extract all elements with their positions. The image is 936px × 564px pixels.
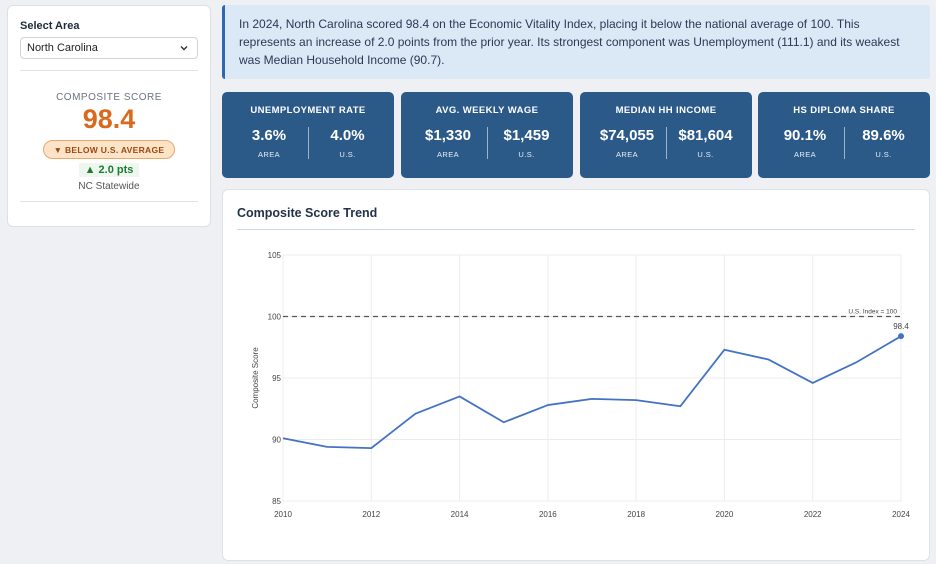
- chevron-down-icon: [180, 46, 188, 51]
- kpi-us-label: U.S.: [875, 150, 892, 159]
- x-tick-label: 2014: [451, 510, 469, 519]
- y-tick-label: 100: [268, 313, 282, 322]
- divider: [20, 201, 198, 202]
- area-select[interactable]: North Carolina: [20, 37, 198, 59]
- x-tick-label: 2024: [892, 510, 910, 519]
- area-panel: Select Area North Carolina COMPOSITE SCO…: [7, 5, 211, 227]
- divider: [20, 70, 198, 71]
- kpi-area-value: 90.1%: [783, 127, 827, 144]
- kpi-area-label: AREA: [793, 150, 817, 159]
- kpi-title: UNEMPLOYMENT RATE: [250, 105, 366, 116]
- kpi-title: HS DIPLOMA SHARE: [793, 105, 895, 116]
- kpi-area-label: AREA: [615, 150, 639, 159]
- kpi-us-value: $1,459: [503, 127, 550, 144]
- divider: [237, 229, 915, 230]
- composite-trend-card: Composite Score Trend 85 90 95 100 105 2010 20…: [222, 189, 930, 561]
- x-tick-label: 2022: [804, 510, 822, 519]
- y-tick-label: 105: [268, 251, 282, 260]
- data-label: 98.4: [893, 322, 909, 331]
- composite-score-block: COMPOSITE SCORE 98.4 ▼ BELOW U.S. AVERAG…: [20, 71, 198, 192]
- kpi-title: AVG. WEEKLY WAGE: [435, 105, 539, 116]
- kpi-unemployment-rate: UNEMPLOYMENT RATE 3.6% AREA 4.0% U.S.: [222, 92, 394, 178]
- y-tick-label: 90: [272, 436, 281, 445]
- kpi-us-value: $81,604: [678, 127, 733, 144]
- series-line: [282, 335, 902, 450]
- kpi-us-value: 4.0%: [330, 127, 365, 144]
- y-axis-title: Composite Score: [251, 347, 260, 409]
- composite-score-value: 98.4: [82, 104, 136, 134]
- data-point: [898, 333, 904, 340]
- chart-title: Composite Score Trend: [237, 206, 378, 220]
- kpi-us-label: U.S.: [339, 150, 356, 159]
- kpi-area-value: $74,055: [599, 127, 655, 144]
- area-select-value: North Carolina: [27, 42, 98, 54]
- x-tick-label: 2016: [539, 510, 557, 519]
- kpi-us-value: 89.6%: [862, 127, 905, 144]
- kpi-us-label: U.S.: [518, 150, 535, 159]
- x-tick-label: 2012: [362, 510, 380, 519]
- kpi-title: MEDIAN HH INCOME: [615, 105, 717, 116]
- kpi-median-hh-income: MEDIAN HH INCOME $74,055 AREA $81,604 U.S.: [580, 92, 752, 178]
- summary-callout: In 2024, North Carolina scored 98.4 on t…: [222, 5, 930, 79]
- kpi-area-value: $1,330: [425, 127, 471, 144]
- kpi-hs-diploma-share: HS DIPLOMA SHARE 90.1% AREA 89.6% U.S.: [758, 92, 930, 178]
- status-badge: ▼ BELOW U.S. AVERAGE: [42, 140, 176, 159]
- x-tick-label: 2018: [627, 510, 645, 519]
- summary-text: In 2024, North Carolina scored 98.4 on t…: [239, 17, 900, 67]
- kpi-us-label: U.S.: [697, 150, 714, 159]
- composite-score-label: COMPOSITE SCORE: [56, 92, 162, 103]
- kpi-area-value: 3.6%: [251, 127, 287, 144]
- composite-trend-chart: 85 90 95 100 105 2010 2012 2014 2016 2018 2020 2022…: [251, 251, 910, 519]
- y-tick-label: 85: [272, 497, 281, 506]
- score-change: ▲ 2.0 pts: [78, 163, 140, 177]
- y-tick-label: 95: [272, 374, 281, 383]
- kpi-area-label: AREA: [257, 150, 281, 159]
- area-scope: NC Statewide: [78, 181, 140, 192]
- select-area-label: Select Area: [20, 20, 80, 32]
- kpi-area-label: AREA: [436, 150, 460, 159]
- kpi-avg-weekly-wage: AVG. WEEKLY WAGE $1,330 AREA $1,459 U.S.: [401, 92, 573, 178]
- x-tick-label: 2010: [274, 510, 292, 519]
- x-tick-label: 2020: [716, 510, 734, 519]
- reference-label: U.S. Index = 100: [848, 309, 897, 316]
